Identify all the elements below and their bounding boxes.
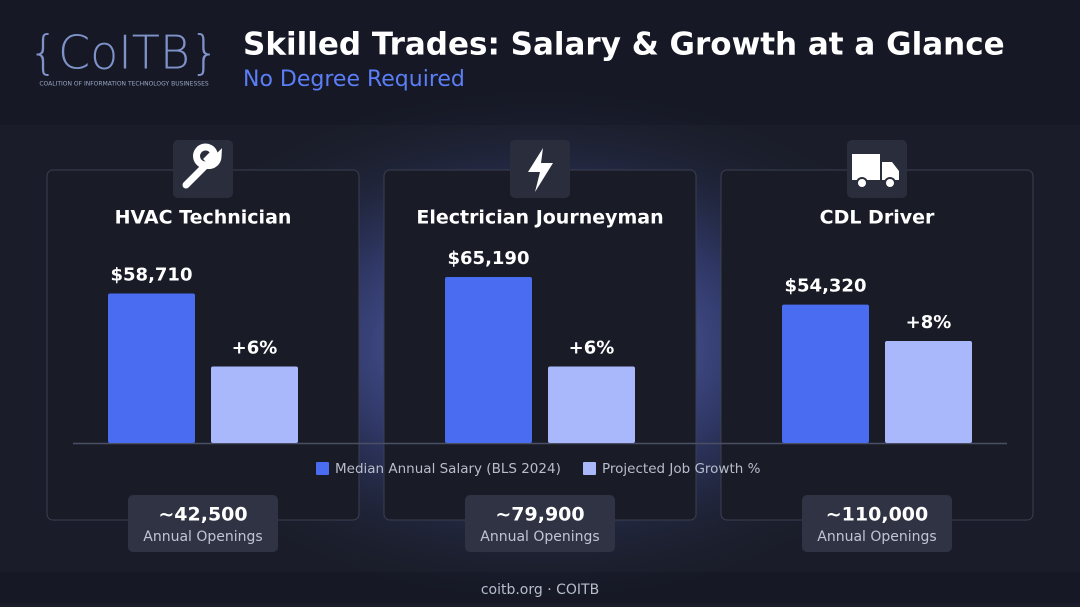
openings-box [465,495,615,552]
bar [782,304,869,443]
truck-icon [852,154,899,180]
openings-box [128,495,278,552]
wheel [884,177,896,189]
legend-swatch [583,462,596,475]
chart-subtitle: No Degree Required [243,67,465,92]
category-title: CDL Driver [820,207,935,229]
bar [445,277,532,443]
bar [211,366,298,443]
openings-label: Annual Openings [817,529,936,545]
value-label: +8% [906,312,952,333]
openings-box [802,495,952,552]
logo-tagline: COALITION OF INFORMATION TECHNOLOGY BUSI… [39,81,209,88]
category-title: HVAC Technician [115,207,292,229]
value-label: +6% [569,338,615,359]
value-label: $65,190 [448,248,530,269]
bar [108,293,195,443]
openings-value: ~42,500 [158,504,247,526]
bar [885,341,972,443]
openings-value: ~110,000 [826,504,928,526]
icons [173,140,907,198]
openings-label: Annual Openings [480,529,599,545]
wrench-icon [182,143,222,189]
bolt-icon [528,148,553,192]
logo: {CoITB} [29,26,220,80]
value-label: +6% [232,338,278,359]
legend-swatch [316,462,329,475]
bar [548,366,635,443]
footer: coitb.org · COITB [481,582,599,598]
value-label: $54,320 [785,276,867,297]
category-title: Electrician Journeyman [416,207,663,229]
openings-value: ~79,900 [495,504,584,526]
chart-title: Skilled Trades: Salary & Growth at a Gla… [243,27,1005,63]
legend-label: Projected Job Growth % [602,461,761,477]
wheel [856,177,868,189]
legend-label: Median Annual Salary (BLS 2024) [335,461,561,477]
value-label: $58,710 [111,265,193,286]
openings-label: Annual Openings [143,529,262,545]
